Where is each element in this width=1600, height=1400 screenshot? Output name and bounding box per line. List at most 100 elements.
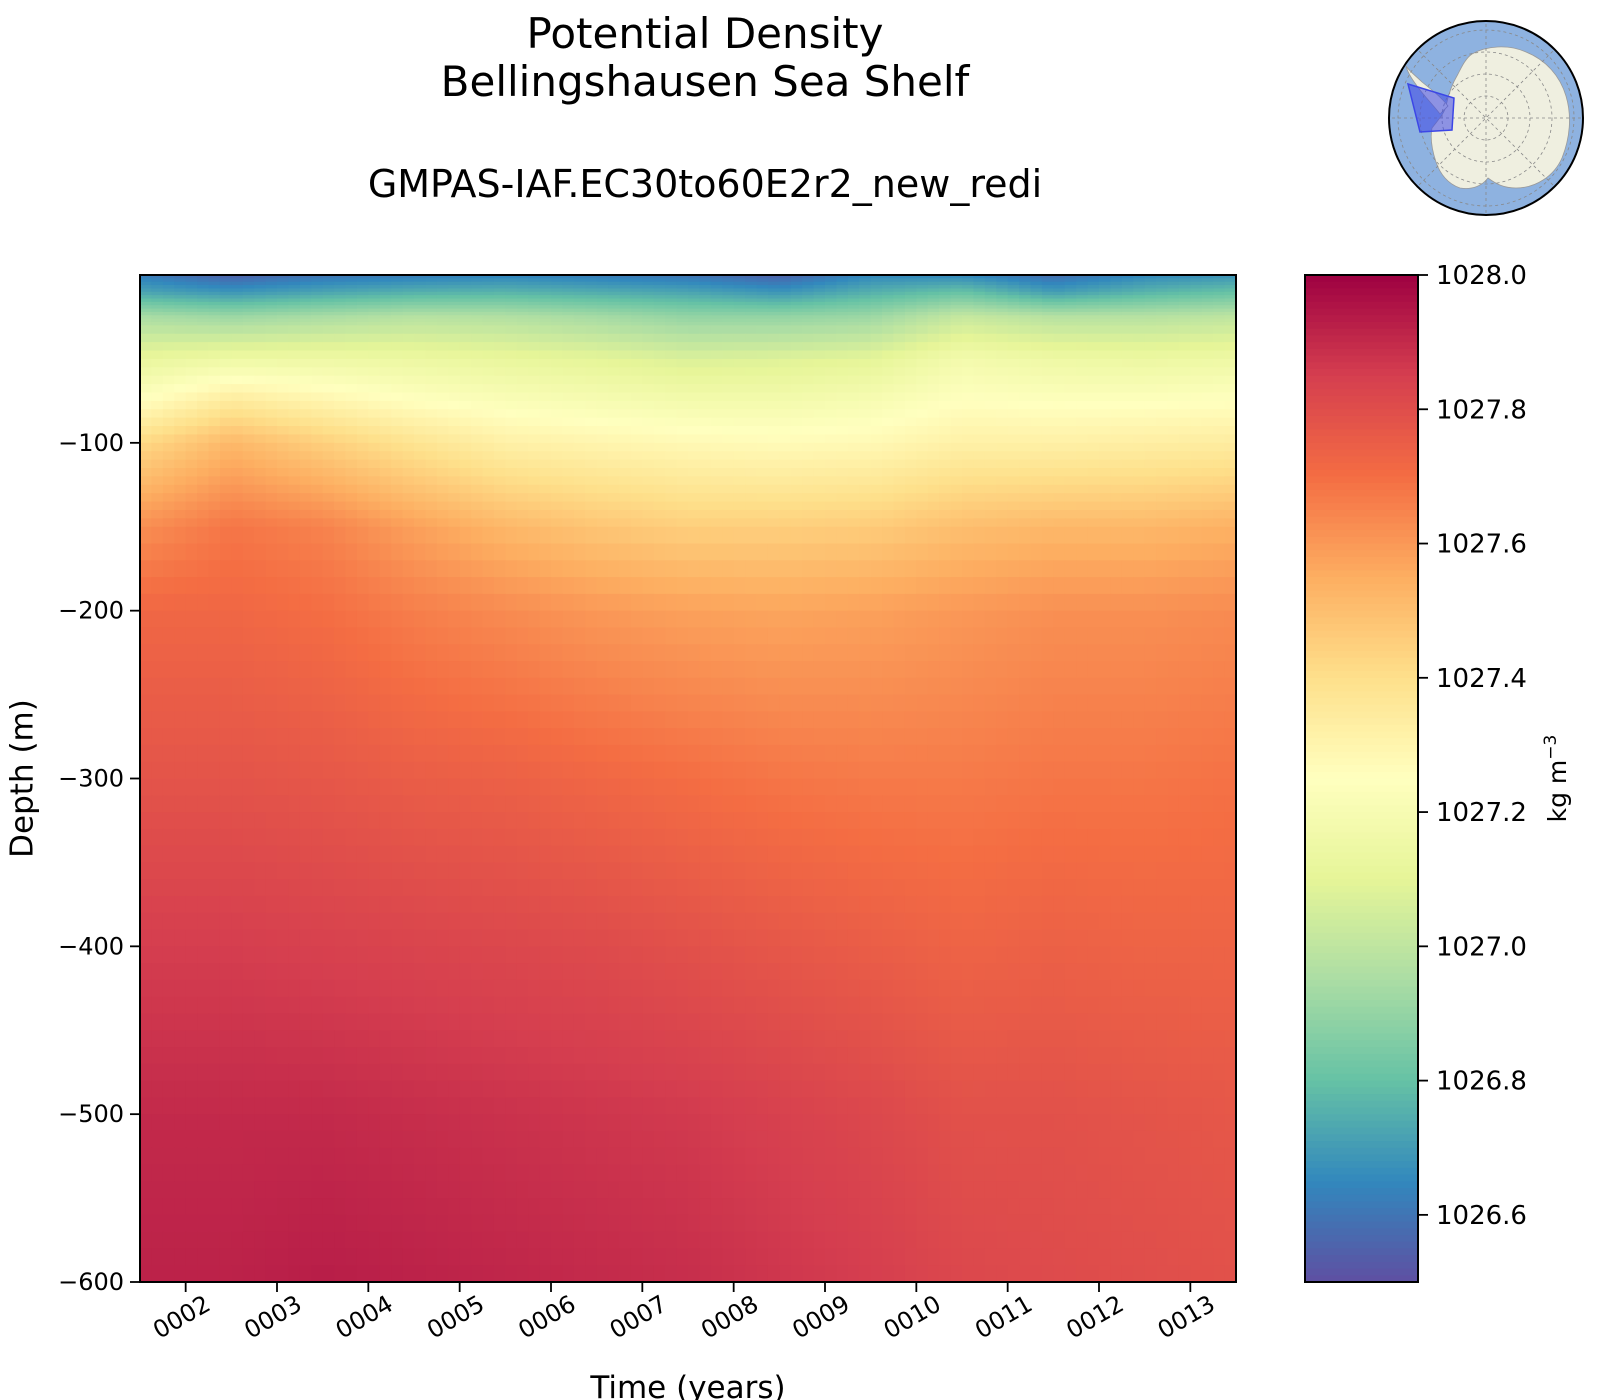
heatmap-cell: [174, 442, 187, 452]
heatmap-cell: [277, 400, 290, 410]
heatmap-cell: [299, 728, 312, 746]
heatmap-cell: [448, 301, 461, 306]
heatmap-cell: [516, 468, 529, 477]
heatmap-cell: [1087, 392, 1100, 402]
heatmap-cell: [1201, 288, 1214, 293]
heatmap-cell: [334, 321, 347, 326]
heatmap-cell: [790, 728, 803, 746]
heatmap-cell: [779, 476, 792, 486]
heatmap-cell: [197, 493, 210, 503]
heatmap-cell: [345, 543, 358, 561]
heatmap-cell: [893, 518, 906, 528]
heatmap-cell: [847, 426, 860, 436]
heatmap-cell: [710, 392, 723, 402]
heatmap-cell: [573, 468, 586, 477]
heatmap-cell: [288, 308, 301, 313]
heatmap-cell: [436, 367, 449, 377]
heatmap-cell: [722, 627, 735, 645]
heatmap-cell: [1099, 288, 1112, 293]
heatmap-cell: [448, 451, 461, 461]
heatmap-cell: [916, 305, 929, 310]
heatmap-cell: [779, 434, 792, 444]
heatmap-cell: [334, 560, 347, 578]
heatmap-cell: [516, 426, 529, 436]
heatmap-cell: [596, 518, 609, 528]
heatmap-cell: [573, 358, 586, 368]
heatmap-cell: [1224, 451, 1237, 461]
heatmap-cell: [288, 468, 301, 477]
heatmap-cell: [242, 509, 255, 519]
heatmap-cell: [984, 298, 997, 303]
heatmap-cell: [174, 694, 187, 712]
heatmap-cell: [208, 278, 221, 283]
heatmap-cell: [242, 442, 255, 452]
heatmap-cell: [904, 298, 917, 303]
heatmap-cell: [722, 728, 735, 746]
heatmap-cell: [745, 275, 758, 279]
heatmap-cell: [688, 392, 701, 402]
heatmap-cell: [825, 593, 838, 612]
heatmap-cell: [197, 384, 210, 394]
heatmap-cell: [630, 518, 643, 528]
heatmap-cell: [482, 384, 495, 394]
heatmap-cell: [311, 285, 324, 290]
heatmap-cell: [448, 694, 461, 712]
heatmap-cell: [802, 543, 815, 561]
heatmap-cell: [939, 593, 952, 612]
heatmap-cell: [299, 501, 312, 511]
heatmap-cell: [1007, 350, 1020, 360]
heatmap-cell: [1167, 318, 1180, 323]
heatmap-cell: [1178, 610, 1191, 629]
heatmap-cell: [596, 318, 609, 323]
heatmap-cell: [1007, 311, 1020, 316]
heatmap-cell: [688, 275, 701, 279]
heatmap-cell: [1087, 509, 1100, 519]
heatmap-cell: [1030, 644, 1043, 662]
heatmap-cell: [710, 318, 723, 323]
heatmap-cell: [745, 451, 758, 461]
heatmap-cell: [1019, 275, 1032, 279]
heatmap-cell: [436, 677, 449, 696]
heatmap-cell: [1030, 291, 1043, 296]
heatmap-cell: [162, 661, 175, 679]
heatmap-cell: [653, 367, 666, 377]
heatmap-cell: [1156, 493, 1169, 503]
heatmap-cell: [231, 509, 244, 519]
heatmap-cell: [916, 417, 929, 427]
heatmap-cell: [219, 384, 232, 394]
heatmap-cell: [585, 476, 598, 486]
heatmap-cell: [847, 451, 860, 461]
heatmap-cell: [1178, 298, 1191, 303]
heatmap-cell: [745, 301, 758, 306]
heatmap-cell: [996, 417, 1009, 427]
heatmap-cell: [608, 311, 621, 316]
heatmap-cell: [733, 417, 746, 427]
heatmap-cell: [904, 350, 917, 360]
heatmap-cell: [482, 526, 495, 545]
heatmap-cell: [322, 661, 335, 679]
heatmap-cell: [539, 526, 552, 545]
heatmap-cell: [882, 275, 895, 279]
heatmap-cell: [642, 577, 655, 595]
heatmap-cell: [448, 333, 461, 343]
heatmap-cell: [1156, 426, 1169, 436]
heatmap-cell: [916, 278, 929, 283]
heatmap-cell: [1099, 501, 1112, 511]
heatmap-cell: [174, 711, 187, 729]
heatmap-cell: [984, 711, 997, 729]
heatmap-cell: [619, 298, 632, 303]
heatmap-cell: [379, 627, 392, 645]
heatmap-cell: [882, 308, 895, 313]
heatmap-cell: [1110, 325, 1123, 335]
heatmap-cell: [893, 661, 906, 679]
heatmap-cell: [299, 285, 312, 290]
heatmap-cell: [1201, 434, 1214, 444]
heatmap-cell: [277, 285, 290, 290]
heatmap-cell: [996, 711, 1009, 729]
heatmap-cell: [1064, 451, 1077, 461]
heatmap-cell: [619, 358, 632, 368]
heatmap-cell: [1041, 694, 1054, 712]
heatmap-cell: [379, 400, 392, 410]
heatmap-cell: [402, 285, 415, 290]
heatmap-cell: [288, 291, 301, 296]
